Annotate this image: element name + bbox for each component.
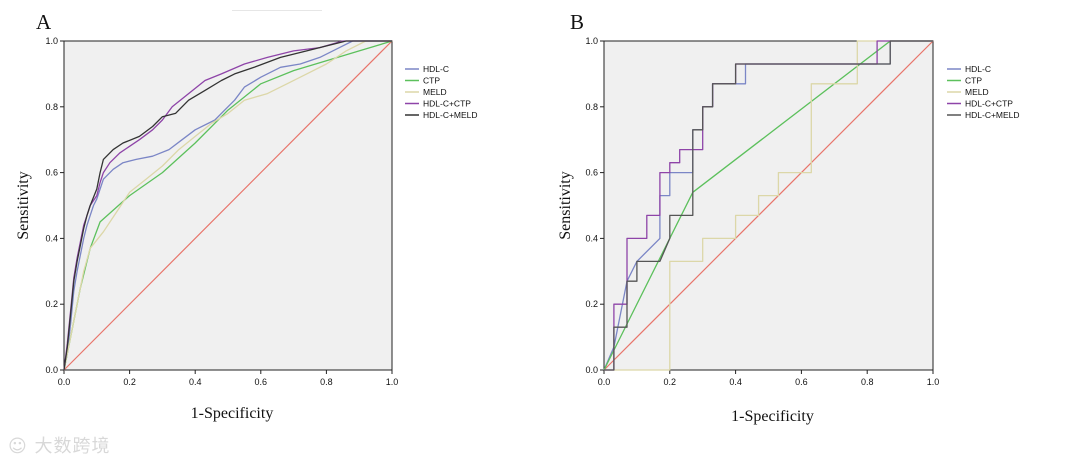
y-tick-label: 0.2 (585, 299, 598, 309)
y-tick-label: 0.4 (585, 233, 598, 243)
y-tick-label: 0.0 (585, 365, 598, 375)
panel-a: A 0.0 0.2 0.4 0.6 0.8 1.0 0.0 0.2 0.4 0.6 0.8 1.0 1-S… (15, 10, 478, 422)
series-line-reference (63, 40, 393, 371)
series-line-meld (63, 40, 392, 371)
watermark-icon: ☺ (8, 436, 28, 457)
x-tick-label: 0.4 (729, 377, 742, 387)
series-line-hdl-c-ctp (63, 40, 392, 371)
x-axis-label: 1-Specificity (731, 408, 814, 425)
y-tick-label: 0.6 (585, 168, 598, 178)
y-tick-label: 1.0 (585, 36, 598, 46)
series-line-meld (604, 40, 933, 371)
legend-label-ctp: CTP (965, 76, 982, 86)
y-tick-label: 1.0 (45, 36, 58, 46)
series-line-hdl-c-meld (604, 40, 933, 371)
watermark-logo: ☺ 大数跨境 (8, 432, 111, 458)
x-tick-label: 0.4 (189, 377, 202, 387)
x-tick-label: 0.6 (255, 377, 268, 387)
legend-label-hdl-c-ctp: HDL-C+CTP (965, 99, 1013, 109)
x-tick-label: 0.2 (123, 377, 136, 387)
y-axis-label: Sensitivity (557, 171, 574, 239)
legend-label-hdl-c: HDL-C (423, 64, 449, 74)
series-line-reference (603, 40, 934, 371)
x-tick-label: 0.0 (58, 377, 71, 387)
watermark-text: 大数跨境 (34, 436, 111, 457)
y-tick-label: 0.4 (45, 233, 58, 243)
legend-label-ctp: CTP (423, 76, 440, 86)
y-tick-label: 0.0 (45, 365, 58, 375)
x-tick-label: 1.0 (386, 377, 399, 387)
legend-label-hdl-c-meld: HDL-C+MELD (965, 110, 1020, 120)
x-tick-label: 1.0 (927, 377, 940, 387)
legend-label-meld: MELD (965, 87, 989, 97)
panel-letter: A (36, 10, 52, 34)
y-tick-label: 0.6 (45, 168, 58, 178)
y-tick-label: 0.8 (45, 102, 58, 112)
y-axis-label: Sensitivity (15, 171, 32, 239)
series-line-hdl-c-meld (63, 40, 392, 371)
x-tick-label: 0.6 (795, 377, 808, 387)
legend-label-hdl-c-ctp: HDL-C+CTP (423, 99, 471, 109)
legend-label-hdl-c-meld: HDL-C+MELD (423, 110, 478, 120)
y-tick-label: 0.2 (45, 299, 58, 309)
x-tick-label: 0.0 (598, 377, 611, 387)
x-tick-label: 0.8 (861, 377, 874, 387)
y-tick-label: 0.8 (585, 102, 598, 112)
legend-label-meld: MELD (423, 87, 447, 97)
x-axis-label: 1-Specificity (191, 405, 274, 422)
panel-letter: B (570, 10, 584, 34)
top-divider-left (232, 10, 322, 11)
series-line-hdl-c (63, 40, 392, 371)
x-tick-label: 0.8 (320, 377, 333, 387)
panel-b: B 0.0 0.2 0.4 0.6 0.8 1.0 0.0 0.2 0.4 0.6 0.8 1.0 1-S… (557, 10, 1020, 425)
legend-label-hdl-c: HDL-C (965, 64, 991, 74)
x-tick-label: 0.2 (664, 377, 677, 387)
